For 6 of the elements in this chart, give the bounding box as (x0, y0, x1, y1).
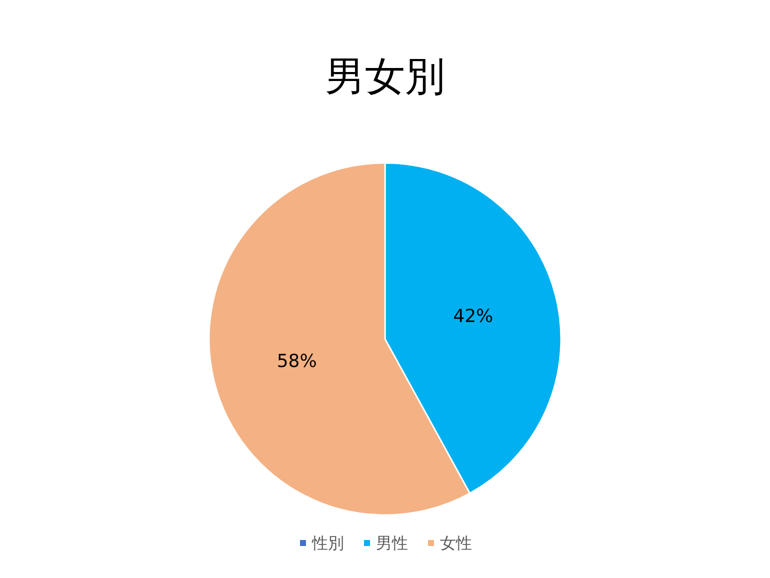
chart-title: 男女別 (325, 54, 445, 100)
data-label: 58% (276, 351, 317, 372)
legend-label: 男性 (376, 534, 408, 552)
legend-label: 性別 (311, 534, 344, 552)
data-label: 42% (453, 306, 494, 327)
legend-label: 女性 (440, 534, 472, 552)
